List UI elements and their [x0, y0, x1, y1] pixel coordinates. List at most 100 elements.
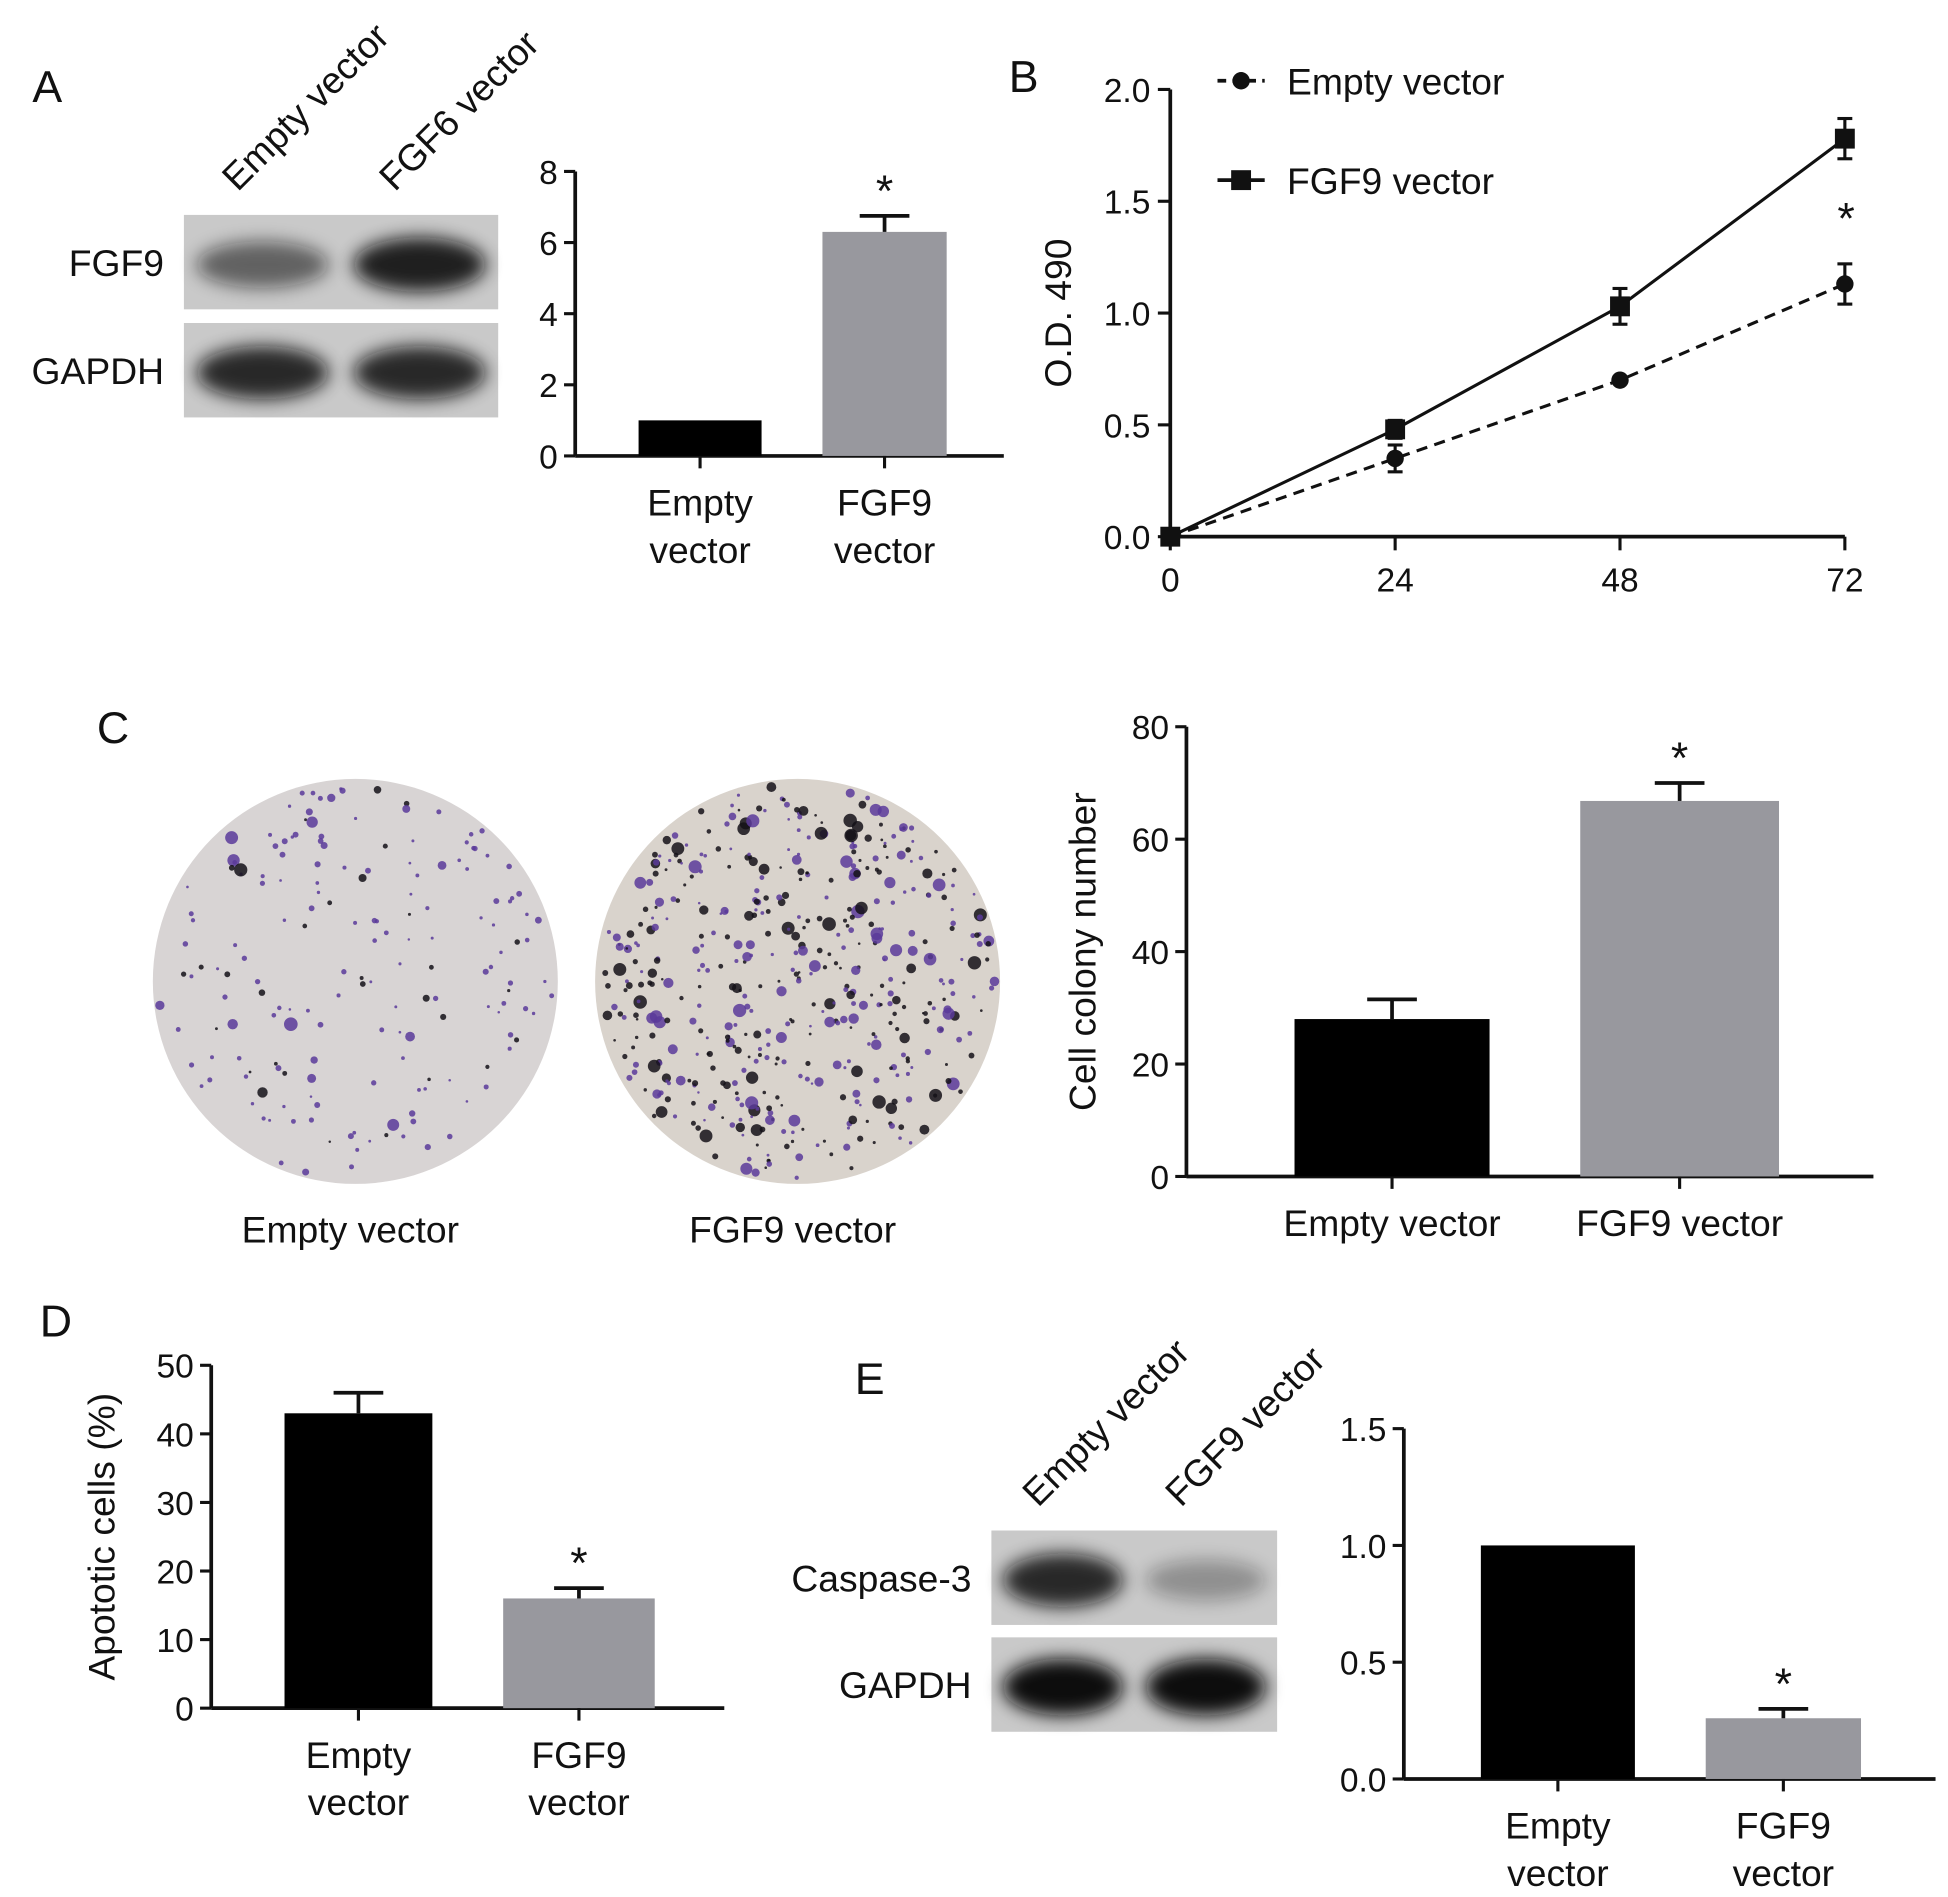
- colony: [665, 1079, 669, 1083]
- colony: [626, 1074, 633, 1081]
- x-tick-label: vector: [649, 529, 750, 571]
- colony: [763, 808, 767, 813]
- colony: [967, 956, 982, 970]
- colony: [753, 898, 760, 905]
- x-tick-label: FGF9 vector: [1576, 1202, 1783, 1244]
- colony-dish: [152, 778, 558, 1184]
- colony: [733, 940, 743, 950]
- colony: [719, 912, 723, 915]
- colony: [411, 839, 415, 843]
- colony: [224, 971, 231, 978]
- colony: [846, 990, 855, 1000]
- colony: [753, 1058, 759, 1064]
- colony: [631, 1069, 638, 1076]
- colony: [506, 863, 512, 870]
- colony: [948, 978, 955, 985]
- colony: [864, 834, 872, 842]
- colony: [355, 1147, 360, 1152]
- colony: [354, 816, 358, 821]
- y-tick-label: 0.0: [1104, 520, 1151, 557]
- colony: [227, 1018, 238, 1030]
- colony: [926, 892, 932, 898]
- x-tick-label: FGF9: [531, 1734, 626, 1776]
- colony: [865, 1119, 869, 1123]
- colony: [737, 822, 750, 836]
- x-tick-label: Empty vector: [1283, 1202, 1500, 1244]
- blot-row-label: GAPDH: [32, 350, 164, 392]
- colony: [846, 1126, 851, 1130]
- colony: [697, 984, 702, 989]
- colony: [310, 1056, 318, 1064]
- colony: [749, 953, 754, 958]
- colony: [852, 1089, 861, 1098]
- y-tick-label: 50: [157, 1349, 194, 1386]
- colony: [465, 867, 470, 871]
- colony: [278, 1160, 284, 1166]
- colony: [514, 939, 520, 945]
- colony: [758, 984, 763, 989]
- colony: [919, 1124, 930, 1135]
- colony: [374, 919, 380, 924]
- blot-row-label: FGF9: [69, 242, 164, 284]
- colony: [871, 1032, 876, 1036]
- colony: [706, 829, 712, 834]
- colony: [851, 1001, 856, 1006]
- significance-marker: *: [1837, 195, 1854, 244]
- colony: [895, 1026, 900, 1032]
- colony: [900, 1052, 906, 1058]
- colony: [729, 847, 733, 851]
- colony: [250, 1102, 255, 1106]
- colony: [457, 858, 462, 863]
- x-tick-label: vector: [1507, 1852, 1608, 1894]
- colony: [753, 1030, 762, 1039]
- blot-band: [1002, 1553, 1123, 1607]
- colony: [499, 950, 503, 955]
- colony: [740, 1162, 753, 1175]
- colony: [279, 879, 282, 882]
- colony: [824, 998, 836, 1010]
- colony: [883, 844, 887, 849]
- colony: [974, 932, 980, 938]
- bar-empty: [638, 420, 762, 456]
- colony: [839, 1094, 847, 1101]
- colony: [766, 1153, 770, 1157]
- colony: [698, 1028, 704, 1034]
- colony: [775, 1031, 787, 1043]
- colony: [479, 828, 485, 834]
- colony: [802, 925, 806, 930]
- colony: [302, 923, 308, 929]
- colony: [785, 1021, 791, 1027]
- colony: [282, 1070, 288, 1076]
- colony: [790, 967, 795, 973]
- colony: [422, 994, 430, 1002]
- colony: [415, 873, 420, 878]
- y-tick-label: 0: [175, 1692, 194, 1729]
- colony: [951, 883, 955, 888]
- colony: [695, 1125, 701, 1131]
- colony: [523, 1006, 529, 1012]
- colony: [872, 1141, 876, 1145]
- colony: [225, 831, 239, 845]
- y-tick-label: 1.0: [1340, 1529, 1387, 1566]
- y-tick-label: 0: [1150, 1160, 1169, 1197]
- colony: [805, 1060, 811, 1067]
- colony: [699, 852, 704, 857]
- colony: [665, 917, 669, 921]
- colony: [848, 927, 855, 933]
- colony: [207, 1077, 213, 1083]
- colony: [729, 1122, 736, 1128]
- colony: [933, 1093, 938, 1098]
- colony: [968, 1052, 975, 1059]
- colony: [936, 1026, 944, 1034]
- colony: [905, 1056, 910, 1061]
- colony: [832, 1060, 842, 1070]
- colony: [369, 980, 373, 984]
- colony: [725, 1038, 730, 1043]
- colony: [190, 918, 196, 923]
- colony: [855, 901, 868, 915]
- blot-band: [196, 241, 329, 288]
- colony: [809, 972, 813, 976]
- colony: [849, 1026, 853, 1029]
- colony: [339, 787, 346, 794]
